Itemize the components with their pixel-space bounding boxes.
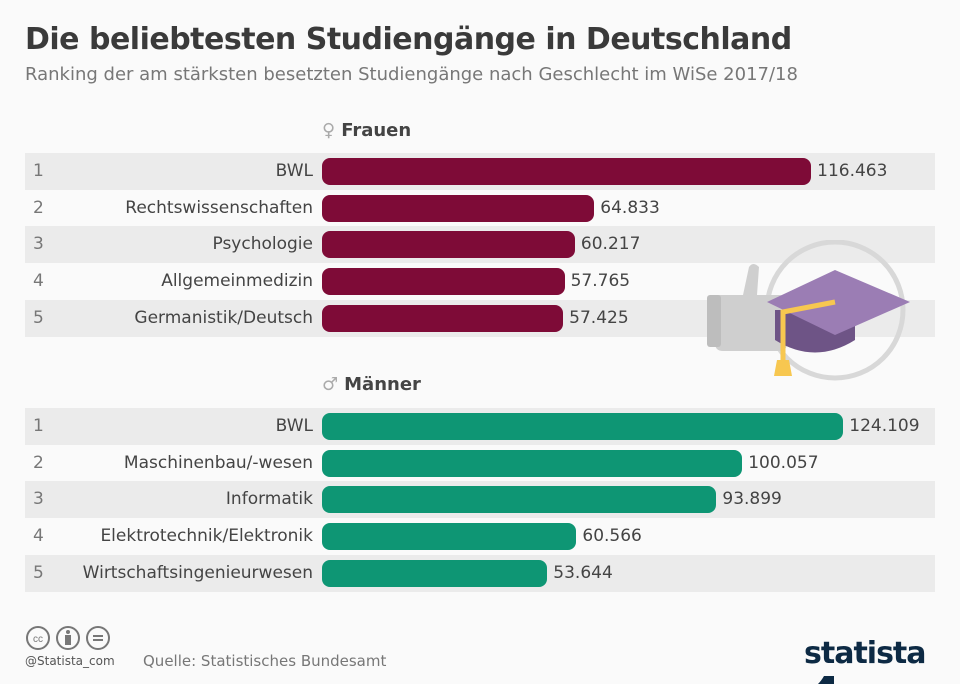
category-label: Maschinenbau/-wesen <box>123 452 313 473</box>
rank-label: 1 <box>33 416 44 436</box>
value-label: 57.765 <box>570 271 631 292</box>
page-title: Die beliebtesten Studiengänge in Deutsch… <box>25 22 792 57</box>
bar <box>322 559 548 587</box>
bar <box>322 523 577 551</box>
rank-label: 2 <box>33 197 44 218</box>
value-label: 60.217 <box>580 234 641 255</box>
bar <box>322 304 564 332</box>
subtitle: Ranking der am stärksten besetzten Studi… <box>25 64 798 85</box>
category-label: Rechtswissenschaften <box>125 197 313 218</box>
value-label: 116.463 <box>817 161 888 181</box>
bar <box>322 194 595 222</box>
bar-row: 5 Wirtschaftsingenieurwesen 53.644 <box>25 554 935 592</box>
female-symbol-icon: ♀ <box>322 120 336 141</box>
value-label: 124.109 <box>849 416 920 436</box>
source-note: Quelle: Statistisches Bundesamt <box>143 652 387 670</box>
value-label: 60.566 <box>582 526 642 547</box>
value-label: 93.899 <box>722 489 782 510</box>
rank-label: 4 <box>33 526 44 547</box>
category-label: Germanistik/Deutsch <box>134 307 313 328</box>
value-label: 100.057 <box>748 452 819 473</box>
bar-row: 4 Elektrotechnik/Elektronik 60.566 <box>25 518 935 555</box>
statista-logo-icon <box>817 676 834 684</box>
value-label: 53.644 <box>553 562 613 583</box>
statista-handle: @Statista_com <box>25 654 115 668</box>
bar <box>322 268 565 296</box>
creative-commons-icons: cc <box>26 626 110 650</box>
rank-label: 5 <box>33 307 44 328</box>
category-label: Wirtschaftsingenieurwesen <box>82 562 313 583</box>
group-label: ♀ Frauen <box>322 120 411 141</box>
rank-label: 5 <box>33 562 44 583</box>
category-label: Allgemeinmedizin <box>161 271 313 292</box>
value-label: 64.833 <box>600 197 660 218</box>
bar-row: 3 Informatik 93.899 <box>25 481 935 519</box>
bar <box>322 231 575 259</box>
bar-row: 3 Psychologie 60.217 <box>25 226 935 264</box>
statista-logo: statista <box>804 636 960 684</box>
bar-row: 1 BWL 116.463 <box>25 153 935 190</box>
group-title: Frauen <box>341 120 412 141</box>
rank-label: 2 <box>33 452 44 473</box>
category-label: Elektrotechnik/Elektronik <box>100 526 313 547</box>
category-label: BWL <box>275 416 313 436</box>
bar-row: 4 Allgemeinmedizin 57.765 <box>25 263 935 300</box>
bar <box>322 486 717 514</box>
rank-label: 4 <box>33 271 44 292</box>
bar <box>322 413 844 440</box>
category-label: Informatik <box>225 489 313 510</box>
rank-label: 3 <box>33 234 44 255</box>
category-label: Psychologie <box>212 234 314 255</box>
group-title: Männer <box>344 374 421 395</box>
graduation-cap-thumbs-up-illustration <box>707 240 910 381</box>
svg-text:cc: cc <box>33 634 43 645</box>
bar-row: 2 Rechtswissenschaften 64.833 <box>25 190 935 227</box>
value-label: 57.425 <box>569 307 629 328</box>
rank-label: 1 <box>33 161 44 181</box>
bar-row: 2 Maschinenbau/-wesen 100.057 <box>25 445 935 482</box>
bar-row: 1 BWL 124.109 <box>25 408 935 445</box>
male-symbol-icon: ♂ <box>322 374 339 395</box>
bar <box>322 449 743 477</box>
category-label: BWL <box>275 161 313 181</box>
rank-label: 3 <box>33 489 44 510</box>
bar <box>322 158 812 185</box>
group-label: ♂ Männer <box>322 374 421 395</box>
